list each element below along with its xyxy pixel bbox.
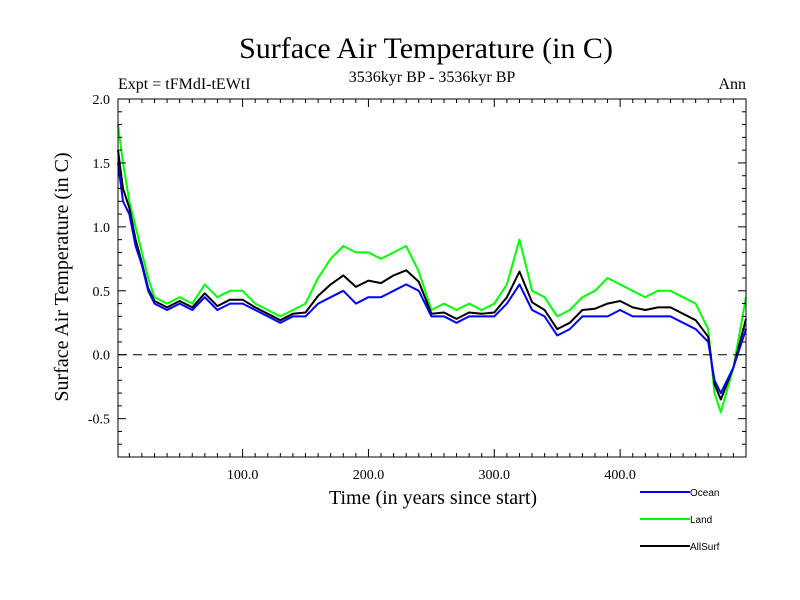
experiment-label: Expt = tFMdI-tEWtI xyxy=(118,76,251,93)
legend-label-land: Land xyxy=(690,515,712,526)
legend: Ocean Land AllSurf xyxy=(640,488,720,553)
x-tick-label: 200.0 xyxy=(353,468,385,483)
x-tick-label: 300.0 xyxy=(479,468,511,483)
period-label: 3536kyr BP - 3536kyr BP xyxy=(349,69,516,86)
series-line-ocean xyxy=(117,162,747,395)
y-axis-title: Surface Air Temperature (in C) xyxy=(51,152,73,401)
y-tick-label: -0.5 xyxy=(88,413,110,428)
chart-title: Surface Air Temperature (in C) xyxy=(239,32,613,65)
series-line-allsurf xyxy=(117,149,747,401)
plot-frame xyxy=(117,98,747,458)
y-tick-label: 2.0 xyxy=(93,93,111,108)
x-tick-label: 400.0 xyxy=(604,468,636,483)
legend-label-allsurf: AllSurf xyxy=(690,542,720,553)
y-tick-label: 1.5 xyxy=(93,157,111,172)
series-line-land xyxy=(117,124,747,414)
season-label: Ann xyxy=(718,76,746,93)
axis-layer: 100.0 200.0 300.0 400.0 -0.5 0.0 0.5 1.0 1.5 2.0 xyxy=(88,93,746,483)
x-axis-title: Time (in years since start) xyxy=(329,487,537,509)
y-tick-label: 0.0 xyxy=(93,349,111,364)
series-layer xyxy=(117,124,747,414)
y-tick-label: 0.5 xyxy=(93,285,111,300)
legend-label-ocean: Ocean xyxy=(690,488,719,499)
y-tick-label: 1.0 xyxy=(93,221,111,236)
x-tick-label: 100.0 xyxy=(227,468,259,483)
